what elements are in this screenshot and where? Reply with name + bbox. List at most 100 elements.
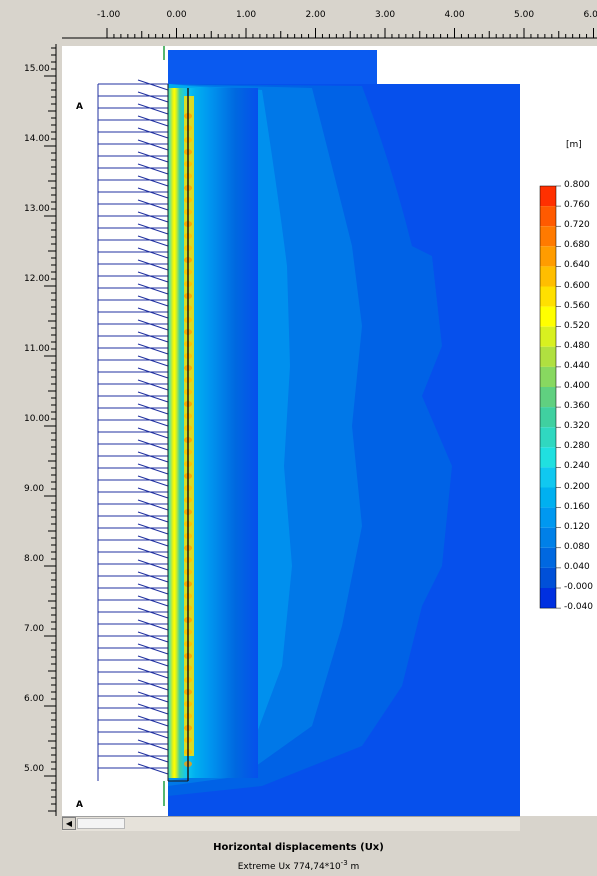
soil-nail-diagonal [137,439,169,451]
soil-nail-diagonal [137,691,169,703]
y-tick-label: 13.00 [24,204,50,214]
soil-nail-diagonal [137,523,169,535]
soil-nail-diagonal [137,175,169,187]
soil-nail-diagonal [137,451,169,463]
legend-value: 0.360 [564,401,590,412]
legend-value: 0.080 [564,541,590,552]
legend-value: 0.160 [564,501,590,512]
soil-nail-diagonal [137,571,169,583]
y-tick-label: 8.00 [24,554,45,564]
soil-nail-diagonal [137,235,169,247]
soil-nail-diagonal [137,511,169,523]
legend-swatch [540,326,556,347]
soil-nail-diagonal [137,247,169,259]
legend-value: 0.680 [564,240,590,251]
soil-nail-diagonal [137,307,169,319]
soil-nail-diagonal [137,259,169,271]
x-tick-label: 6.00 [583,10,597,20]
soil-nail-diagonal [137,619,169,631]
soil-nail-diagonal [137,211,169,223]
point-label-top: A [76,102,83,112]
legend-value: 0.720 [564,220,590,231]
top-ruler: -1.00 0.00 1.00 2.00 3.00 4.00 5.00 6.00 [62,0,597,44]
scroll-thumb[interactable] [77,818,125,829]
soil-nail-diagonal [137,667,169,679]
soil-top-block [168,50,377,84]
horizontal-scrollbar[interactable]: ◀ [62,816,520,831]
legend-value: 0.640 [564,260,590,271]
extreme-unit: m [347,862,360,872]
legend-value: 0.440 [564,360,590,371]
legend-frame [539,185,557,609]
soil-nail-diagonal [137,151,169,163]
legend-swatch [540,527,556,548]
soil-nail-diagonal [137,475,169,487]
x-tick-label: 2.00 [305,10,326,20]
soil-nail-diagonal [137,355,169,367]
soil-nail-diagonal [137,643,169,655]
legend-value: 0.120 [564,521,590,532]
y-tick-label: 14.00 [24,134,50,144]
legend-swatch [540,487,556,508]
soil-nail-diagonal [137,463,169,475]
soil-nail-diagonal [137,655,169,667]
legend-value: -0.000 [564,582,594,592]
soil-nail-diagonal [137,499,169,511]
plot-title: Horizontal displacements (Ux) [213,842,384,853]
soil-nail-diagonal [137,727,169,739]
legend-swatch [540,567,556,588]
soil-nail-diagonal [137,187,169,199]
y-tick-label: 11.00 [24,344,50,354]
soil-nail-diagonal [137,547,169,559]
legend-value: 0.520 [564,320,590,331]
soil-nail-diagonal [137,391,169,403]
legend-swatch [540,387,556,408]
legend-value: 0.760 [564,200,590,211]
legend-swatch [540,588,556,609]
soil-nail-diagonal [137,703,169,715]
soil-nail-diagonal [137,607,169,619]
soil-nail-diagonal [137,115,169,127]
legend-swatch [540,427,556,448]
soil-nail-diagonal [137,559,169,571]
legend-color-bar [539,185,561,609]
soil-nail-diagonal [137,763,169,775]
legend-value: -0.040 [564,602,594,613]
soil-nail-diagonal [137,343,169,355]
legend-swatch [540,447,556,468]
soil-nail-diagonal [137,79,169,91]
y-tick-label: 6.00 [24,694,45,704]
legend-swatch [540,366,556,387]
y-tick-label: 9.00 [24,484,45,494]
x-tick-label: -1.00 [97,10,121,20]
extreme-prefix: Extreme Ux 774,74*10 [237,862,341,872]
y-tick-label: 15.00 [24,64,50,74]
y-tick-label: 5.00 [24,764,45,774]
soil-nail-diagonal [137,319,169,331]
soil-nail-diagonal [137,415,169,427]
extreme-value: Extreme Ux 774,74*10-3 m [0,859,597,872]
legend-swatch [540,226,556,247]
scroll-left-button[interactable]: ◀ [62,817,76,830]
soil-nail-diagonal [137,271,169,283]
legend-value: 0.200 [564,481,590,492]
x-tick-label: 4.00 [444,10,465,20]
legend-value: 0.560 [564,300,590,311]
high-displacement-gradient [168,88,258,778]
legend-swatch [540,547,556,568]
x-tick-label: 1.00 [236,10,257,20]
legend-swatch [540,407,556,428]
point-label-bottom: A [76,800,83,810]
soil-nail-diagonal [137,751,169,763]
soil-nail-diagonal [137,367,169,379]
soil-nail-diagonal [137,295,169,307]
plot-viewport[interactable]: A A [62,46,520,816]
soil-nail-diagonal [137,487,169,499]
soil-nail-diagonal [137,331,169,343]
soil-nail-diagonal [137,199,169,211]
soil-nail-diagonal [137,595,169,607]
x-tick-label: 3.00 [375,10,396,20]
soil-nail-diagonal [137,139,169,151]
extreme-exponent: -3 [340,859,348,867]
legend-swatch [540,467,556,488]
